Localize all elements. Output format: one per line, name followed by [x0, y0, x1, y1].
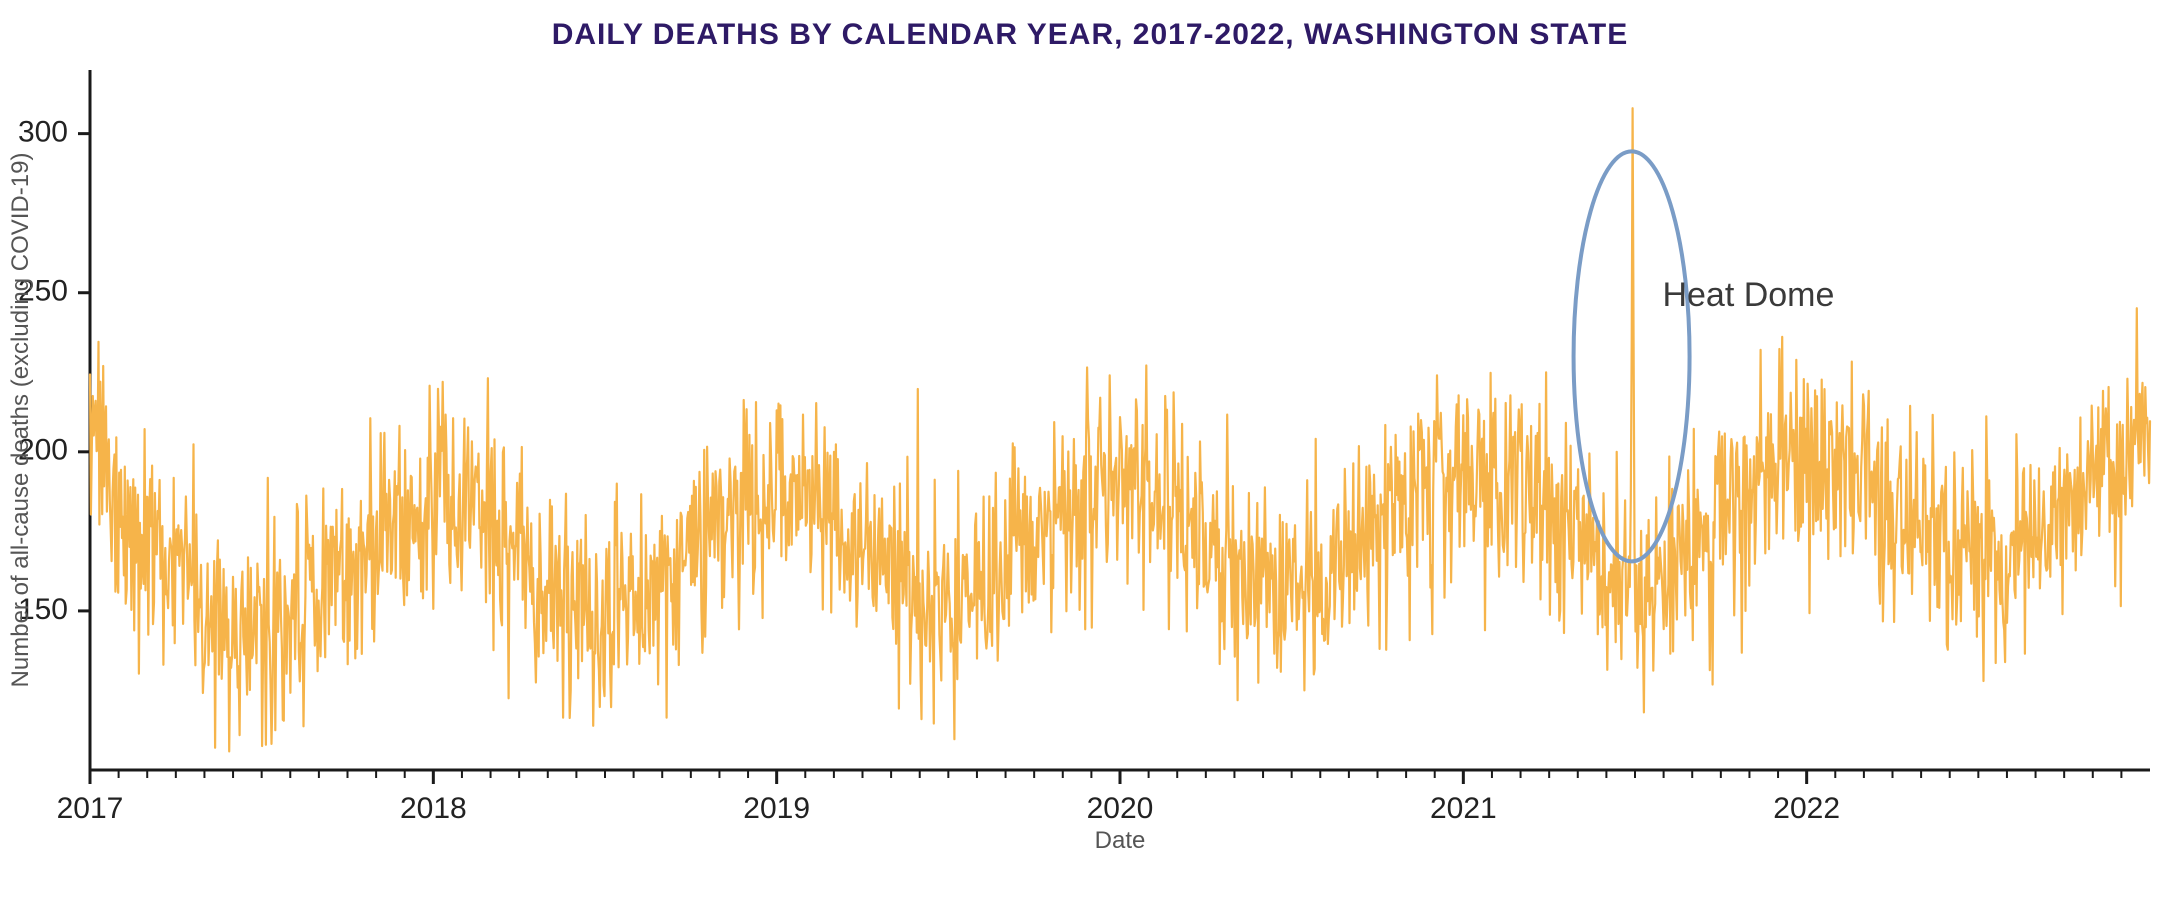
x-tick-label: 2021 [1430, 792, 1497, 825]
series-line [90, 108, 2150, 751]
y-axis-label: Number of all-cause deaths (excluding CO… [7, 153, 34, 688]
chart-title: DAILY DEATHS BY CALENDAR YEAR, 2017-2022… [0, 18, 2180, 52]
y-tick-label: 300 [18, 116, 68, 149]
x-axis-label: Date [1095, 827, 1146, 854]
x-tick-label: 2020 [1087, 792, 1154, 825]
x-tick-label: 2017 [57, 792, 124, 825]
annotation-label: Heat Dome [1662, 276, 1834, 315]
x-tick-label: 2022 [1773, 792, 1840, 825]
x-tick-label: 2019 [743, 792, 810, 825]
x-tick-label: 2018 [400, 792, 467, 825]
chart-svg: 150200250300201720182019202020212022Date… [0, 0, 2180, 892]
chart-container: DAILY DEATHS BY CALENDAR YEAR, 2017-2022… [0, 0, 2180, 892]
